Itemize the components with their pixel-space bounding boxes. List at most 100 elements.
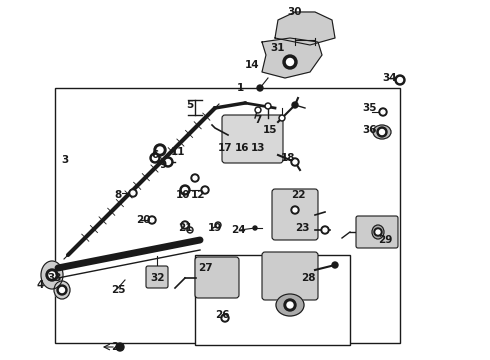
Text: 33: 33: [48, 273, 62, 283]
Text: 28: 28: [301, 273, 315, 283]
Text: 35: 35: [363, 103, 377, 113]
Text: 36: 36: [363, 125, 377, 135]
Text: 32: 32: [151, 273, 165, 283]
Circle shape: [157, 147, 163, 153]
Text: 29: 29: [378, 235, 392, 245]
Polygon shape: [262, 38, 322, 78]
Text: 17: 17: [218, 143, 232, 153]
Text: 21: 21: [178, 223, 192, 233]
Text: 14: 14: [245, 60, 259, 70]
Circle shape: [221, 314, 229, 322]
Circle shape: [49, 272, 55, 278]
Text: 22: 22: [291, 190, 305, 200]
Circle shape: [166, 159, 171, 165]
Circle shape: [332, 262, 338, 268]
Circle shape: [283, 55, 297, 69]
Circle shape: [180, 185, 190, 195]
Text: 15: 15: [263, 125, 277, 135]
Text: 26: 26: [215, 310, 229, 320]
Circle shape: [257, 85, 263, 91]
Circle shape: [280, 117, 284, 120]
Circle shape: [183, 223, 187, 227]
Circle shape: [150, 218, 154, 222]
FancyBboxPatch shape: [146, 266, 168, 288]
Circle shape: [279, 115, 285, 121]
Circle shape: [376, 230, 380, 234]
Circle shape: [292, 102, 298, 108]
Circle shape: [323, 228, 327, 232]
Circle shape: [253, 226, 257, 230]
Circle shape: [201, 186, 209, 194]
Circle shape: [152, 156, 157, 161]
Circle shape: [265, 103, 271, 109]
Ellipse shape: [41, 261, 63, 289]
Circle shape: [46, 269, 58, 281]
Circle shape: [163, 157, 173, 167]
Ellipse shape: [372, 225, 384, 239]
Text: 10: 10: [176, 190, 190, 200]
Text: 7: 7: [254, 115, 262, 125]
Circle shape: [377, 127, 387, 137]
Text: 31: 31: [271, 43, 285, 53]
Text: 34: 34: [383, 73, 397, 83]
FancyBboxPatch shape: [262, 252, 318, 300]
FancyBboxPatch shape: [195, 257, 239, 298]
Circle shape: [379, 130, 385, 135]
Text: 11: 11: [171, 147, 185, 157]
Circle shape: [287, 302, 293, 308]
Circle shape: [203, 188, 207, 192]
Circle shape: [321, 226, 329, 234]
Circle shape: [150, 219, 153, 221]
Ellipse shape: [373, 125, 391, 139]
Text: 24: 24: [231, 225, 245, 235]
Text: 25: 25: [111, 285, 125, 295]
Circle shape: [217, 224, 220, 226]
Circle shape: [284, 299, 296, 311]
Circle shape: [267, 104, 270, 108]
Text: 6: 6: [151, 150, 159, 160]
Circle shape: [293, 208, 297, 212]
Circle shape: [379, 111, 383, 113]
Text: 20: 20: [136, 215, 150, 225]
Text: 1: 1: [236, 83, 244, 93]
Circle shape: [291, 206, 299, 214]
Circle shape: [129, 189, 137, 197]
Circle shape: [215, 222, 221, 228]
Text: 23: 23: [295, 223, 309, 233]
Text: 9: 9: [159, 160, 167, 170]
Text: 19: 19: [208, 223, 222, 233]
Bar: [195, 255, 350, 345]
Circle shape: [150, 153, 160, 163]
Circle shape: [116, 343, 124, 351]
Circle shape: [291, 158, 299, 166]
Circle shape: [287, 58, 294, 66]
Text: 30: 30: [288, 7, 302, 17]
FancyBboxPatch shape: [272, 189, 318, 240]
Circle shape: [381, 110, 385, 114]
Bar: [55, 88, 400, 343]
Circle shape: [223, 316, 226, 320]
Text: 4: 4: [36, 280, 44, 290]
Circle shape: [187, 227, 193, 233]
Polygon shape: [275, 12, 335, 45]
Circle shape: [397, 77, 402, 82]
Circle shape: [379, 108, 387, 116]
Text: 27: 27: [197, 263, 212, 273]
Text: 3: 3: [61, 155, 69, 165]
Circle shape: [59, 288, 65, 292]
FancyBboxPatch shape: [356, 216, 398, 248]
Circle shape: [223, 316, 227, 320]
Circle shape: [131, 192, 134, 194]
Circle shape: [57, 285, 67, 295]
Circle shape: [255, 107, 261, 113]
Circle shape: [182, 188, 188, 193]
Circle shape: [256, 108, 260, 112]
Circle shape: [148, 216, 156, 224]
Circle shape: [191, 174, 199, 182]
Text: 2: 2: [111, 342, 119, 352]
Circle shape: [193, 176, 197, 180]
Circle shape: [189, 229, 192, 231]
Text: 12: 12: [191, 190, 205, 200]
Circle shape: [293, 160, 297, 164]
Circle shape: [181, 221, 189, 229]
